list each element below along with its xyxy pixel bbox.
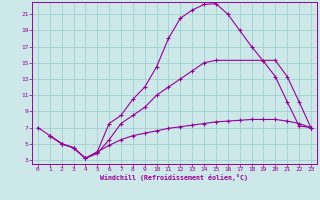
X-axis label: Windchill (Refroidissement éolien,°C): Windchill (Refroidissement éolien,°C)	[100, 174, 248, 181]
